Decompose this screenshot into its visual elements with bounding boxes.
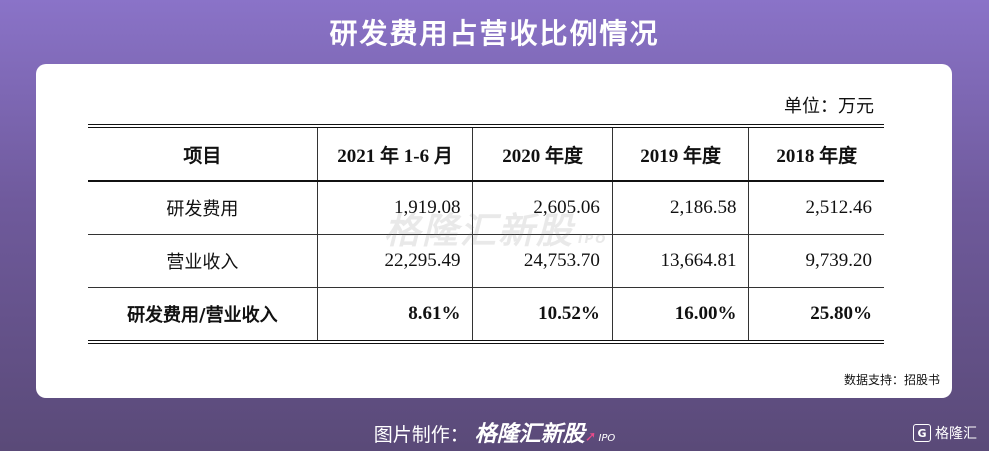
table-cell: 25.80% bbox=[748, 287, 884, 342]
row-label: 研发费用 bbox=[88, 181, 318, 235]
table-cell: 13,664.81 bbox=[611, 234, 749, 288]
header-2020: 2020 年度 bbox=[472, 126, 613, 182]
financial-table: 项目 2021 年 1-6 月 2020 年度 2019 年度 2018 年度 … bbox=[88, 124, 884, 344]
content-card: 单位：万元 项目 2021 年 1-6 月 2020 年度 2019 年度 20… bbox=[36, 64, 952, 398]
header-2018: 2018 年度 bbox=[748, 126, 884, 182]
row-label: 研发费用/营业收入 bbox=[127, 305, 278, 326]
corner-logo: G 格隆汇 bbox=[913, 423, 977, 443]
logo-text: 格隆汇 bbox=[935, 426, 977, 442]
footer-brand-sub: IPO bbox=[598, 433, 616, 444]
footer-brand: 格隆汇新股 bbox=[474, 422, 585, 447]
header-2021h1: 2021 年 1-6 月 bbox=[316, 126, 473, 182]
table-cell: 24,753.70 bbox=[472, 234, 613, 288]
table-cell: 2,186.58 bbox=[611, 181, 749, 235]
header-item: 项目 bbox=[88, 126, 318, 182]
row-label: 营业收入 bbox=[88, 234, 318, 288]
logo-icon: G bbox=[913, 424, 931, 442]
footer-credit: 图片制作： 格隆汇新股➚ IPO bbox=[0, 416, 989, 448]
watermark-sub: IPO bbox=[578, 232, 608, 246]
table-cell: 16.00% bbox=[611, 287, 749, 342]
watermark-text: 格隆汇新股 bbox=[384, 211, 575, 252]
header-2019: 2019 年度 bbox=[611, 126, 749, 182]
table-cell: 9,739.20 bbox=[748, 234, 884, 288]
arrow-icon: ➚ bbox=[584, 429, 597, 445]
table-row: 研发费用/营业收入 8.61% 10.52% 16.00% 25.80% bbox=[88, 287, 884, 342]
footer-prefix: 图片制作： bbox=[373, 424, 469, 446]
source-note: 数据支持：招股书 bbox=[843, 373, 940, 387]
table-header-row: 项目 2021 年 1-6 月 2020 年度 2019 年度 2018 年度 bbox=[88, 126, 884, 182]
table-cell: 2,512.46 bbox=[748, 181, 884, 235]
table-cell: 10.52% bbox=[472, 287, 613, 342]
table-cell: 1,919.08 bbox=[316, 181, 473, 235]
table-cell: 8.61% bbox=[316, 287, 473, 342]
unit-label: 单位：万元 bbox=[784, 96, 874, 117]
table-row: 营业收入 22,295.49 24,753.70 13,664.81 9,739… bbox=[88, 234, 884, 288]
table-cell: 22,295.49 bbox=[316, 234, 473, 288]
page-title: 研发费用占营收比例情况 bbox=[329, 17, 660, 50]
table-cell: 2,605.06 bbox=[472, 181, 613, 235]
watermark: 格隆汇新股 IPO bbox=[384, 202, 607, 254]
table-row: 研发费用 1,919.08 2,605.06 2,186.58 2,512.46 bbox=[88, 181, 884, 235]
